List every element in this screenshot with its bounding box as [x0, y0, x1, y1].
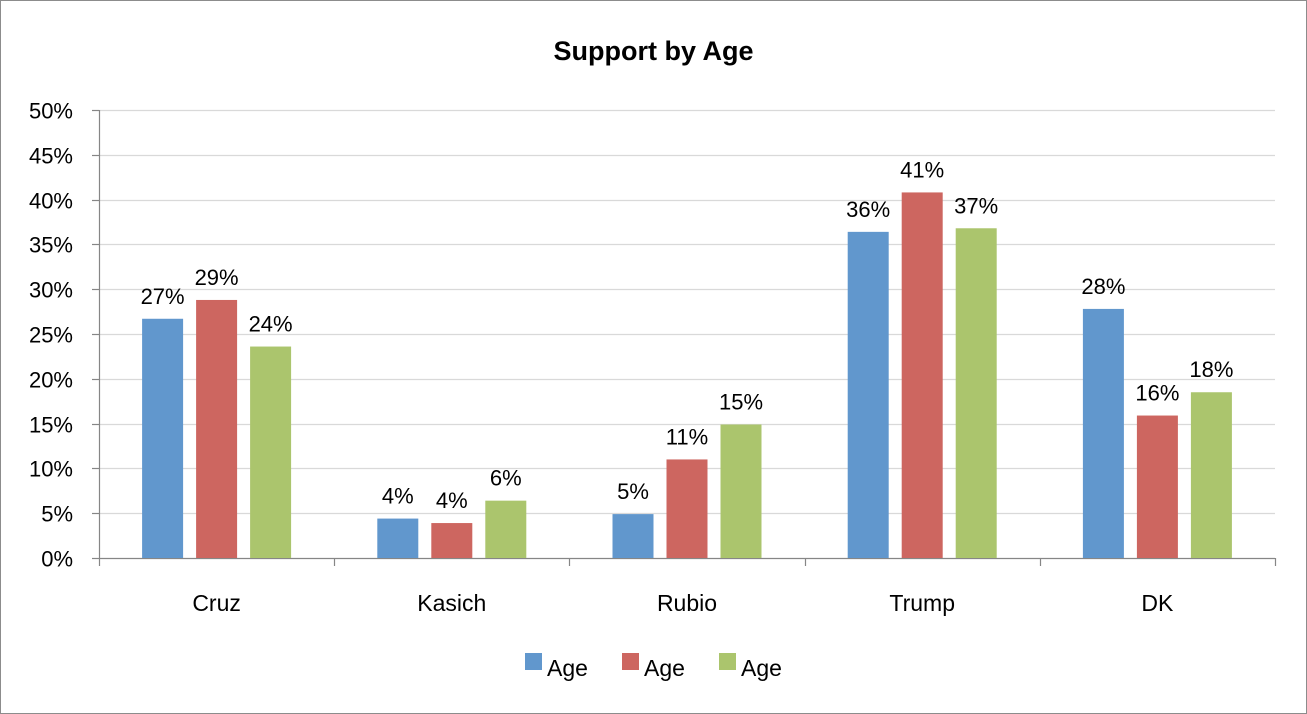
data-label: 4% — [382, 484, 414, 509]
legend-label: Age — [741, 655, 782, 681]
data-label: 41% — [900, 157, 944, 182]
data-label: 4% — [436, 488, 468, 513]
bar — [250, 346, 292, 558]
bars — [142, 192, 1232, 558]
y-tick-label: 50% — [29, 99, 73, 124]
data-label: 16% — [1135, 381, 1179, 406]
bar — [720, 424, 762, 558]
bar — [1136, 415, 1178, 558]
data-label: 37% — [954, 193, 998, 218]
bar — [431, 523, 473, 558]
y-tick-label: 30% — [29, 278, 73, 303]
y-tick-label: 25% — [29, 323, 73, 348]
legend-swatch — [719, 653, 736, 670]
axes: 0% 5% 10% 15% 20% 25% 30% 35% 40% 45% 50% Cruz Kasic… — [29, 99, 1277, 616]
bar — [1082, 308, 1124, 558]
x-category-label: Cruz — [192, 590, 241, 616]
bar — [196, 299, 238, 558]
bar — [955, 228, 997, 558]
data-label: 29% — [195, 265, 239, 290]
data-label: 11% — [666, 424, 708, 449]
bar — [377, 518, 419, 558]
data-label: 15% — [719, 389, 763, 414]
legend-label: Age — [547, 655, 588, 681]
bar — [901, 192, 943, 558]
x-category-label: Trump — [889, 590, 955, 616]
chart-title: Support by Age — [553, 36, 754, 66]
data-label: 24% — [249, 312, 293, 337]
legend-swatch — [525, 653, 542, 670]
bar — [612, 514, 654, 558]
y-tick-label: 0% — [41, 547, 73, 572]
bar — [142, 318, 184, 558]
legend-swatch — [622, 653, 639, 670]
y-tick-label: 35% — [29, 233, 73, 258]
legend: Age Age Age — [525, 653, 782, 681]
data-label: 6% — [490, 466, 522, 491]
x-category-label: Rubio — [657, 590, 717, 616]
y-tick-label: 15% — [29, 413, 73, 438]
data-label: 36% — [846, 197, 890, 222]
y-tick-label: 40% — [29, 189, 73, 214]
legend-label: Age — [644, 655, 685, 681]
data-label: 27% — [141, 284, 185, 309]
y-tick-label: 10% — [29, 457, 73, 482]
bar — [666, 459, 708, 558]
x-category-label: DK — [1141, 590, 1174, 616]
bar — [847, 231, 889, 558]
y-tick-label: 45% — [29, 144, 73, 169]
data-label: 5% — [617, 479, 649, 504]
y-tick-label: 20% — [29, 368, 73, 393]
data-labels: 27% 4% 5% 36% 28% 29% 4% 11% 41% 16% 24% 6% 15% 37% 18… — [141, 157, 1234, 513]
bar — [1190, 392, 1232, 558]
bar — [485, 500, 527, 558]
data-label: 28% — [1081, 274, 1125, 299]
x-category-label: Kasich — [417, 590, 486, 616]
y-tick-label: 5% — [41, 502, 73, 527]
data-label: 18% — [1189, 357, 1233, 382]
